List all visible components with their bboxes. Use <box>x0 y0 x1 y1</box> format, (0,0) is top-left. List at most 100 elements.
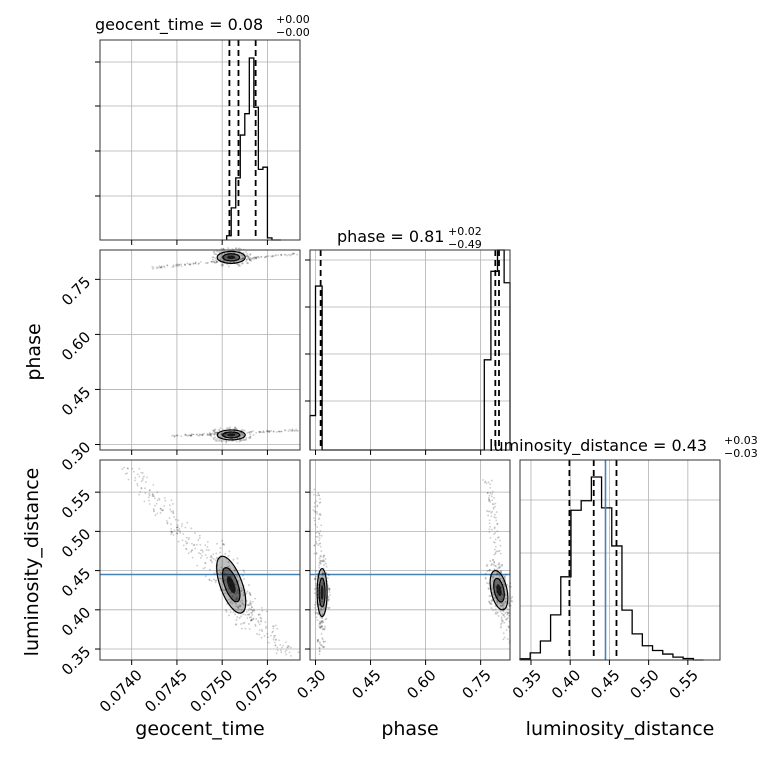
scatter-point <box>196 565 198 567</box>
title-geocent-time-plus: +0.00 <box>276 13 310 26</box>
scatter-point <box>272 255 274 257</box>
scatter-point <box>313 545 315 547</box>
scatter-point <box>248 610 250 612</box>
histogram-bar-luminosity_distance <box>632 634 642 660</box>
scatter-point <box>486 482 488 484</box>
scatter-point <box>248 258 250 260</box>
scatter-point <box>174 436 176 438</box>
scatter-point <box>494 608 496 610</box>
scatter-point <box>329 594 331 596</box>
scatter-point <box>193 544 195 546</box>
scatter-point <box>173 516 175 518</box>
scatter-point <box>504 637 506 639</box>
tick-label-luminosity_distance: 0.35 <box>58 643 94 679</box>
scatter-point <box>275 254 277 256</box>
scatter-point <box>261 607 263 609</box>
histogram-bar-luminosity_distance <box>551 615 561 660</box>
scatter-point <box>243 578 246 581</box>
scatter-point <box>204 544 206 546</box>
scatter-point <box>241 263 243 265</box>
scatter-point <box>319 653 321 655</box>
scatter-point <box>314 511 316 513</box>
scatter-point <box>203 433 205 435</box>
scatter-point <box>153 510 155 512</box>
scatter-point <box>250 253 252 255</box>
scatter-point <box>178 528 180 530</box>
scatter-point <box>177 519 179 521</box>
scatter-point <box>261 637 263 639</box>
histogram-bar-luminosity_distance <box>653 650 663 660</box>
histogram-bar-luminosity_distance <box>663 654 673 660</box>
scatter-point <box>205 262 207 264</box>
scatter-point <box>286 646 288 648</box>
scatter-point <box>246 611 248 613</box>
scatter-point <box>276 647 278 649</box>
scatter-point <box>320 550 322 552</box>
scatter-point <box>137 485 139 487</box>
scatter-point <box>319 501 321 503</box>
scatter-point <box>315 576 317 578</box>
scatter-point <box>227 247 229 249</box>
scatter-point <box>491 495 493 497</box>
scatter-point <box>143 476 145 478</box>
scatter-point <box>312 509 314 511</box>
scatter-point <box>323 555 325 557</box>
scatter-point <box>290 647 292 649</box>
scatter-point <box>200 553 202 555</box>
scatter-point <box>318 494 320 496</box>
scatter-point <box>248 623 251 626</box>
scatter-point <box>215 581 217 583</box>
scatter-point <box>314 578 316 580</box>
scatter-point <box>491 529 493 531</box>
scatter-point <box>258 634 260 636</box>
scatter-point <box>328 596 330 598</box>
scatter-point <box>198 263 200 265</box>
scatter-point <box>267 636 269 638</box>
scatter-point <box>259 431 261 433</box>
scatter-point <box>290 655 292 657</box>
scatter-point <box>201 555 203 557</box>
scatter-point <box>200 261 202 263</box>
scatter-point <box>487 511 489 513</box>
scatter-point <box>158 267 160 269</box>
scatter-point <box>328 588 330 590</box>
scatter-point <box>174 530 176 532</box>
scatter-point <box>207 541 209 543</box>
scatter-point <box>156 512 158 514</box>
scatter-point <box>156 266 158 268</box>
scatter-point <box>219 427 221 429</box>
histogram-bar-luminosity_distance <box>581 501 591 660</box>
scatter-point <box>126 472 128 474</box>
scatter-point <box>324 626 326 628</box>
scatter-point <box>315 583 317 585</box>
panel-frame-1-0 <box>100 250 300 450</box>
scatter-point <box>228 614 231 617</box>
scatter-point <box>182 533 184 535</box>
scatter-point <box>163 505 165 507</box>
scatter-point <box>236 562 239 565</box>
scatter-point <box>314 502 316 504</box>
scatter-point <box>186 537 188 539</box>
scatter-point <box>317 536 319 538</box>
scatter-point <box>236 557 239 560</box>
scatter-point <box>249 437 251 439</box>
scatter-point <box>316 619 318 621</box>
scatter-point <box>142 477 144 479</box>
scatter-point <box>247 590 249 592</box>
scatter-point <box>500 623 502 625</box>
scatter-point <box>314 607 316 609</box>
ylabel-luminosity-distance: luminosity_distance <box>21 468 43 657</box>
scatter-point <box>489 526 491 528</box>
scatter-point <box>495 538 497 540</box>
scatter-point <box>254 256 256 258</box>
tick-label-phase: 0.30 <box>58 438 94 474</box>
scatter-point <box>216 261 218 263</box>
tick-label-luminosity_distance: 0.40 <box>58 603 94 639</box>
scatter-point <box>226 432 228 434</box>
scatter-point <box>488 497 490 499</box>
tick-label-phase: 0.60 <box>58 328 94 364</box>
scatter-point <box>211 261 213 263</box>
scatter-point <box>212 259 214 261</box>
scatter-point <box>253 434 255 436</box>
histogram-bar-phase <box>491 271 498 450</box>
